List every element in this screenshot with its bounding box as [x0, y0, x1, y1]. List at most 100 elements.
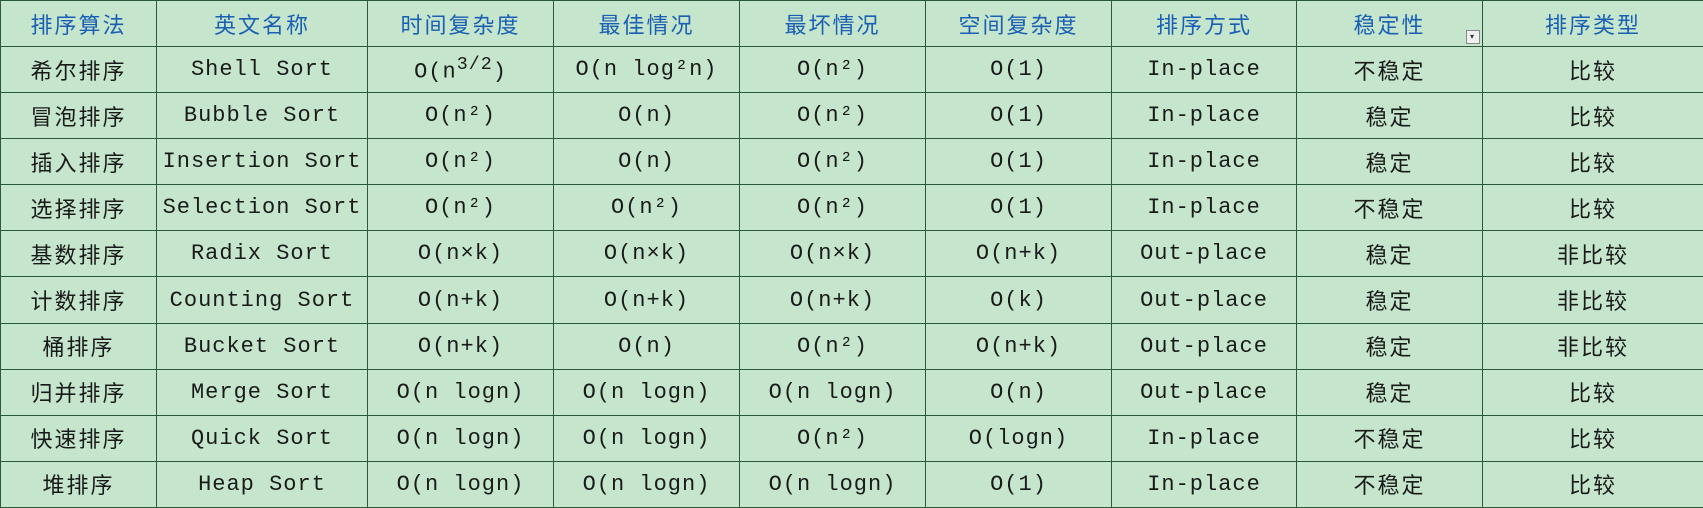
cell-stable: 不稳定 — [1297, 415, 1483, 461]
cell-stable: 稳定 — [1297, 323, 1483, 369]
cell-time_avg: O(n+k) — [368, 277, 554, 323]
cell-type: 比较 — [1483, 139, 1703, 185]
cell-place: In-place — [1112, 47, 1297, 93]
cell-time_avg: O(n3/2) — [368, 47, 554, 93]
cell-algo_en: Radix Sort — [157, 231, 368, 277]
table-row: 堆排序Heap SortO(n logn)O(n logn)O(n logn)O… — [1, 461, 1703, 507]
header-type: 排序类型 — [1483, 1, 1703, 47]
cell-place: In-place — [1112, 415, 1297, 461]
cell-stable: 稳定 — [1297, 139, 1483, 185]
cell-algo_en: Insertion Sort — [157, 139, 368, 185]
header-algo_cn: 排序算法 — [1, 1, 157, 47]
cell-stable: 稳定 — [1297, 93, 1483, 139]
table-row: 快速排序Quick SortO(n logn)O(n logn)O(n²)O(l… — [1, 415, 1703, 461]
cell-time_worst: O(n²) — [740, 47, 926, 93]
cell-place: Out-place — [1112, 323, 1297, 369]
cell-time_worst: O(n×k) — [740, 231, 926, 277]
sorting-algorithms-table: 排序算法英文名称时间复杂度最佳情况最坏情况空间复杂度排序方式稳定性▾排序类型 希… — [0, 0, 1703, 508]
cell-time_avg: O(n logn) — [368, 461, 554, 507]
cell-space: O(k) — [926, 277, 1112, 323]
cell-algo_en: Quick Sort — [157, 415, 368, 461]
cell-time_best: O(n) — [554, 323, 740, 369]
cell-time_best: O(n) — [554, 93, 740, 139]
cell-algo_cn: 插入排序 — [1, 139, 157, 185]
cell-time_avg: O(n²) — [368, 139, 554, 185]
cell-place: In-place — [1112, 461, 1297, 507]
cell-space: O(n+k) — [926, 323, 1112, 369]
cell-type: 比较 — [1483, 185, 1703, 231]
cell-place: In-place — [1112, 185, 1297, 231]
cell-place: In-place — [1112, 139, 1297, 185]
cell-algo_cn: 快速排序 — [1, 415, 157, 461]
table-row: 计数排序Counting SortO(n+k)O(n+k)O(n+k)O(k)O… — [1, 277, 1703, 323]
cell-type: 比较 — [1483, 93, 1703, 139]
table-row: 冒泡排序Bubble SortO(n²)O(n)O(n²)O(1)In-plac… — [1, 93, 1703, 139]
header-time_best: 最佳情况 — [554, 1, 740, 47]
cell-space: O(1) — [926, 93, 1112, 139]
cell-time_avg: O(n logn) — [368, 415, 554, 461]
cell-time_worst: O(n+k) — [740, 277, 926, 323]
cell-type: 比较 — [1483, 415, 1703, 461]
cell-algo_cn: 冒泡排序 — [1, 93, 157, 139]
cell-algo_en: Heap Sort — [157, 461, 368, 507]
cell-space: O(1) — [926, 139, 1112, 185]
header-space: 空间复杂度 — [926, 1, 1112, 47]
cell-time_avg: O(n+k) — [368, 323, 554, 369]
table-row: 归并排序Merge SortO(n logn)O(n logn)O(n logn… — [1, 369, 1703, 415]
cell-type: 比较 — [1483, 47, 1703, 93]
cell-algo_en: Counting Sort — [157, 277, 368, 323]
cell-place: Out-place — [1112, 277, 1297, 323]
cell-type: 非比较 — [1483, 323, 1703, 369]
table-row: 桶排序Bucket SortO(n+k)O(n)O(n²)O(n+k)Out-p… — [1, 323, 1703, 369]
header-stable[interactable]: 稳定性▾ — [1297, 1, 1483, 47]
cell-algo_en: Bucket Sort — [157, 323, 368, 369]
cell-time_best: O(n×k) — [554, 231, 740, 277]
cell-space: O(1) — [926, 47, 1112, 93]
cell-algo_cn: 选择排序 — [1, 185, 157, 231]
header-time_worst: 最坏情况 — [740, 1, 926, 47]
cell-time_worst: O(n²) — [740, 139, 926, 185]
cell-time_worst: O(n logn) — [740, 369, 926, 415]
cell-time_best: O(n logn) — [554, 461, 740, 507]
cell-algo_cn: 堆排序 — [1, 461, 157, 507]
cell-type: 比较 — [1483, 461, 1703, 507]
cell-algo_en: Bubble Sort — [157, 93, 368, 139]
cell-time_worst: O(n logn) — [740, 461, 926, 507]
cell-time_avg: O(n²) — [368, 93, 554, 139]
table-header-row: 排序算法英文名称时间复杂度最佳情况最坏情况空间复杂度排序方式稳定性▾排序类型 — [1, 1, 1703, 47]
cell-algo_cn: 计数排序 — [1, 277, 157, 323]
table-row: 希尔排序Shell SortO(n3/2)O(n log²n)O(n²)O(1)… — [1, 47, 1703, 93]
cell-algo_cn: 归并排序 — [1, 369, 157, 415]
cell-space: O(1) — [926, 185, 1112, 231]
cell-algo_en: Shell Sort — [157, 47, 368, 93]
cell-time_worst: O(n²) — [740, 415, 926, 461]
cell-time_avg: O(n logn) — [368, 369, 554, 415]
cell-place: Out-place — [1112, 369, 1297, 415]
cell-time_best: O(n logn) — [554, 415, 740, 461]
cell-time_best: O(n+k) — [554, 277, 740, 323]
cell-time_best: O(n²) — [554, 185, 740, 231]
cell-algo_cn: 基数排序 — [1, 231, 157, 277]
cell-stable: 稳定 — [1297, 277, 1483, 323]
cell-time_worst: O(n²) — [740, 185, 926, 231]
header-algo_en: 英文名称 — [157, 1, 368, 47]
header-place: 排序方式 — [1112, 1, 1297, 47]
cell-time_best: O(n log²n) — [554, 47, 740, 93]
dropdown-icon[interactable]: ▾ — [1466, 30, 1480, 44]
cell-algo_cn: 桶排序 — [1, 323, 157, 369]
table-row: 插入排序Insertion SortO(n²)O(n)O(n²)O(1)In-p… — [1, 139, 1703, 185]
cell-time_worst: O(n²) — [740, 323, 926, 369]
cell-time_best: O(n logn) — [554, 369, 740, 415]
cell-time_avg: O(n×k) — [368, 231, 554, 277]
cell-algo_en: Merge Sort — [157, 369, 368, 415]
cell-stable: 不稳定 — [1297, 47, 1483, 93]
cell-place: In-place — [1112, 93, 1297, 139]
cell-algo_en: Selection Sort — [157, 185, 368, 231]
cell-time_worst: O(n²) — [740, 93, 926, 139]
cell-time_best: O(n) — [554, 139, 740, 185]
cell-space: O(n+k) — [926, 231, 1112, 277]
cell-place: Out-place — [1112, 231, 1297, 277]
cell-stable: 稳定 — [1297, 231, 1483, 277]
cell-type: 非比较 — [1483, 231, 1703, 277]
header-time_avg: 时间复杂度 — [368, 1, 554, 47]
